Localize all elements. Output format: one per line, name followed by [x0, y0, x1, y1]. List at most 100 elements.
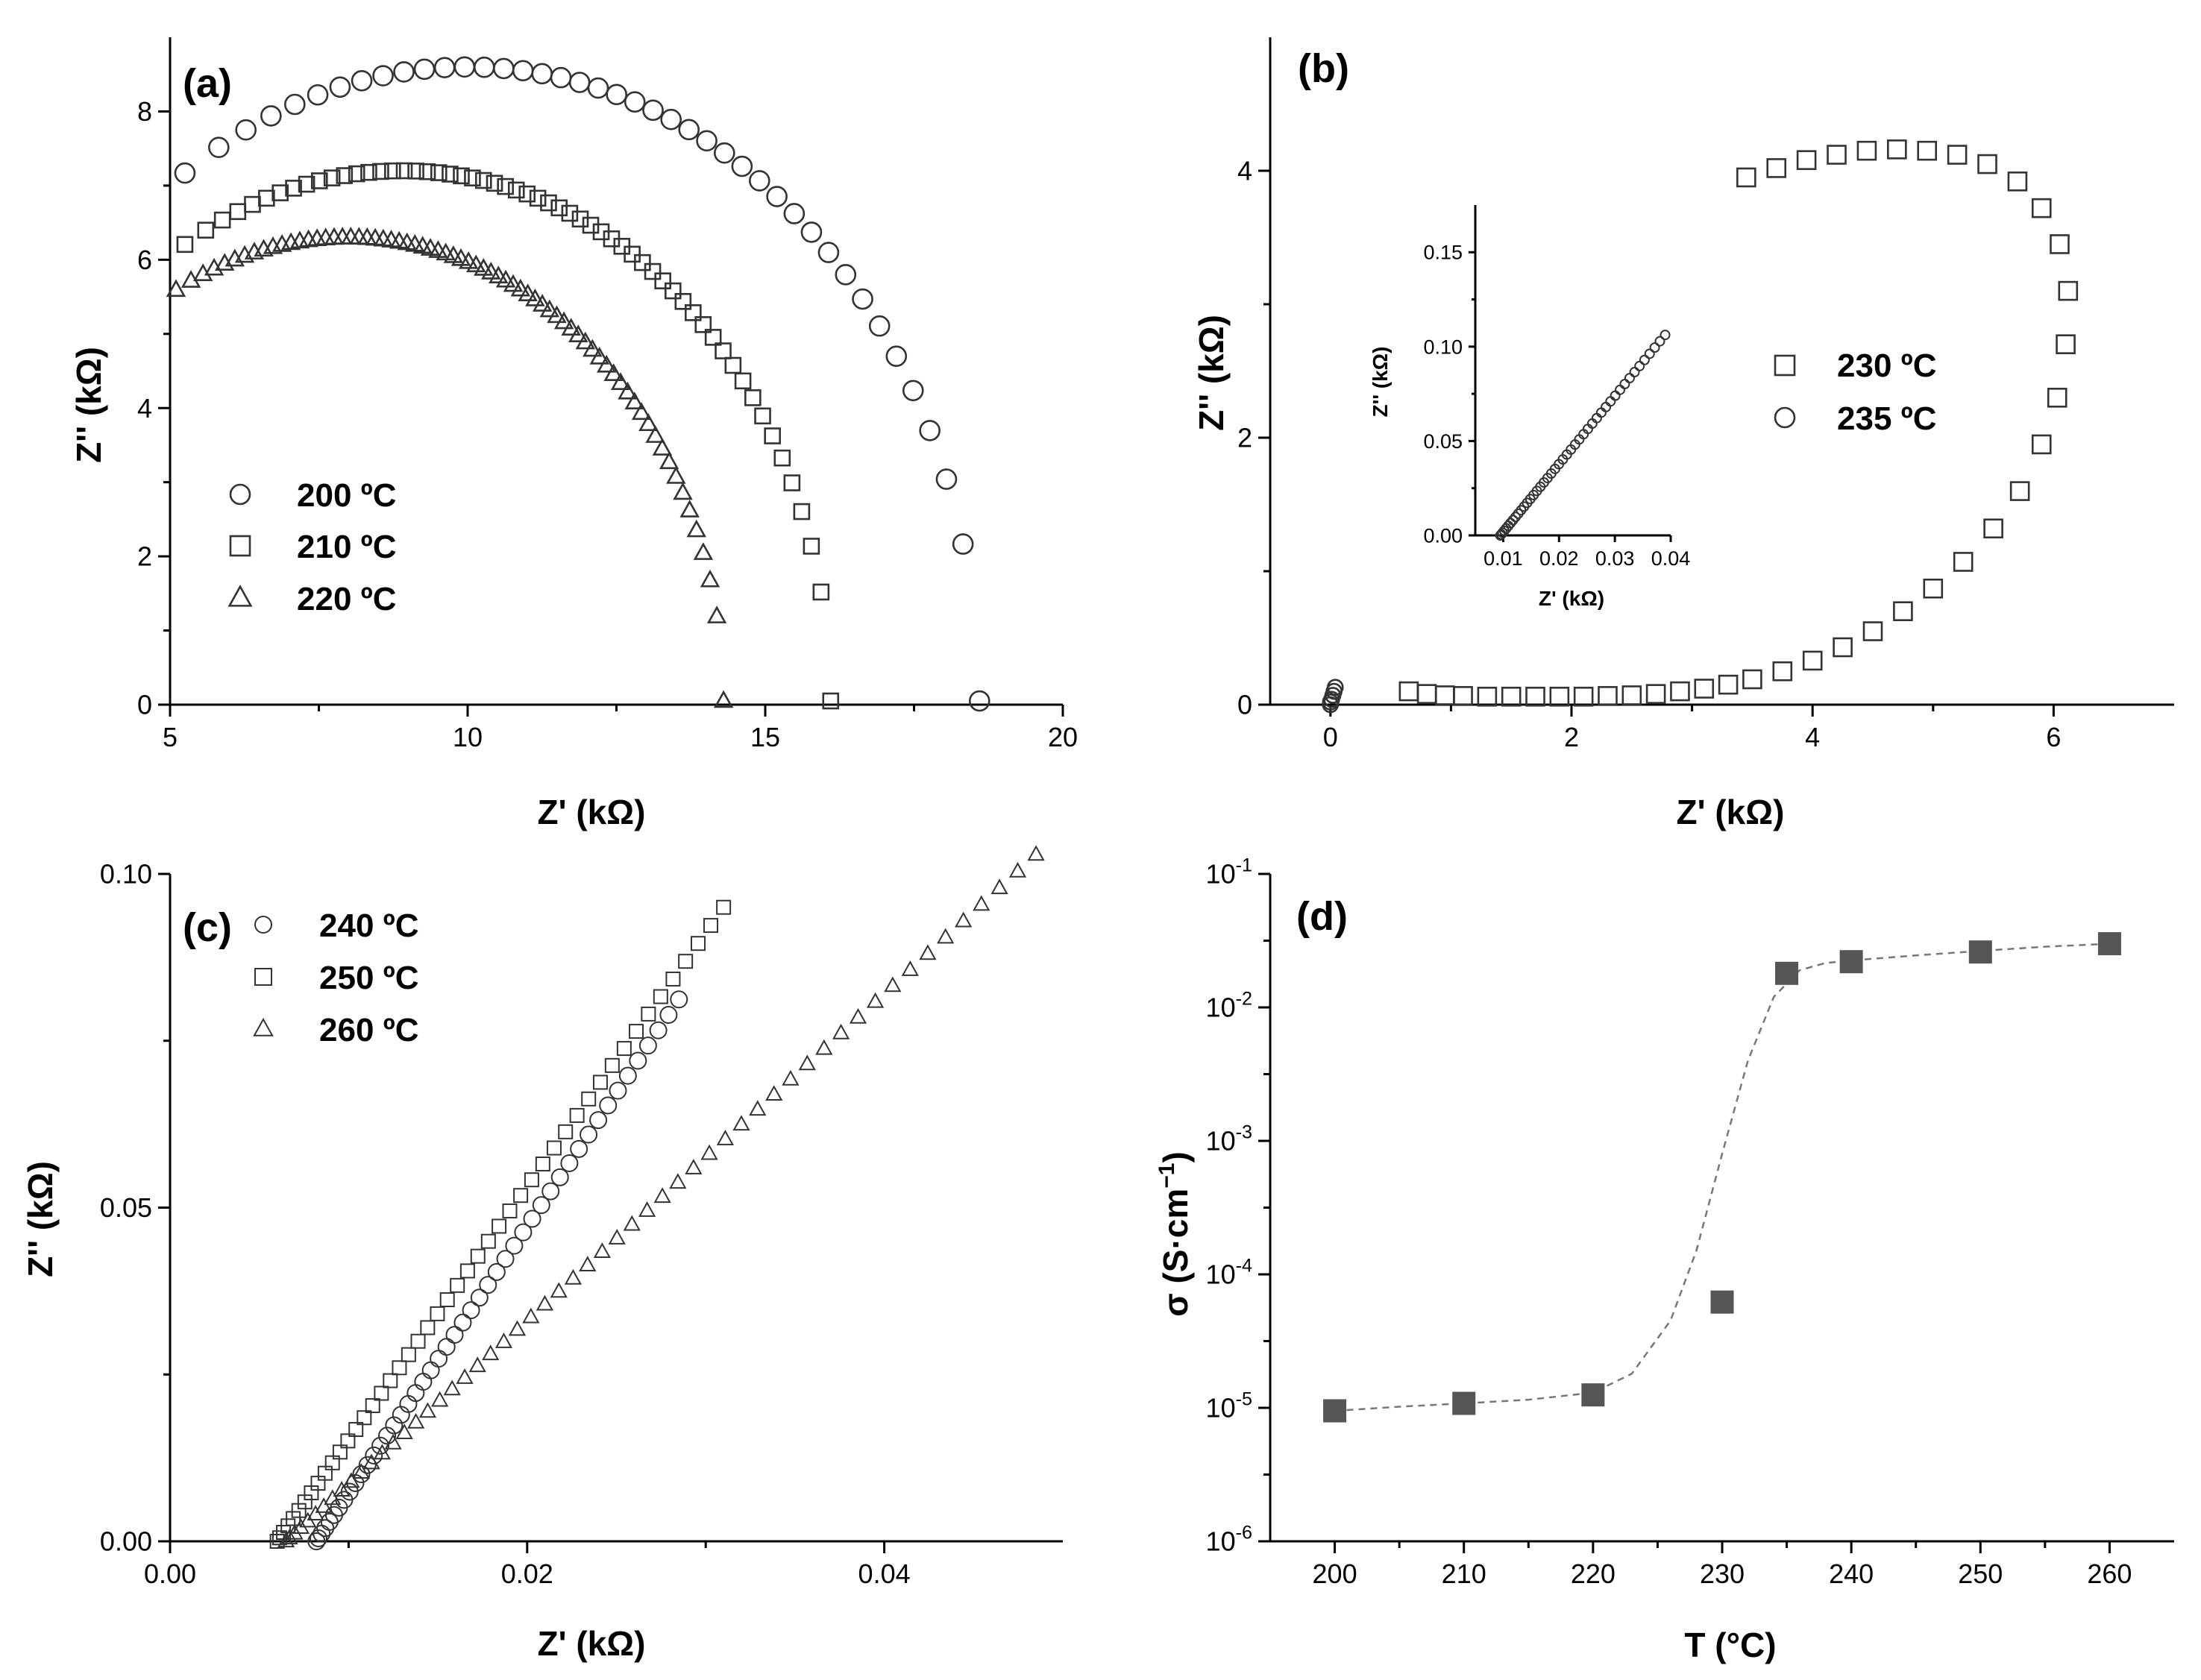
data-point	[583, 339, 603, 357]
legend-label-235: 235 ºC	[1837, 400, 1936, 437]
data-point	[1833, 637, 1853, 658]
legend-marker-230	[1774, 354, 1796, 377]
data-point	[418, 163, 436, 180]
panel-c-points	[269, 845, 1045, 1550]
data-point	[385, 1416, 404, 1435]
panel-b-axes: 0 2 4 6 0 2 4	[1237, 37, 2174, 752]
data-point	[580, 1125, 598, 1144]
data-point	[634, 254, 651, 271]
panel-d-xlabel: T (°C)	[1684, 1626, 1776, 1664]
data-point	[579, 1256, 597, 1272]
data-point	[1977, 154, 1997, 174]
data-point	[1027, 845, 1045, 861]
data-point	[968, 690, 990, 712]
data-point	[470, 1289, 489, 1307]
data-point	[324, 1489, 342, 1506]
data-point	[298, 175, 315, 193]
data-point	[990, 878, 1008, 895]
data-point	[1549, 686, 1570, 707]
panel-d-label: (d)	[1296, 894, 1348, 939]
panel-d-ylabel: σ (S·cm−1)	[1155, 1151, 1195, 1317]
data-point	[480, 1233, 496, 1249]
data-point	[734, 372, 752, 390]
data-point	[589, 346, 610, 365]
data-point	[618, 1066, 637, 1085]
data-point	[571, 210, 589, 228]
data-point	[1766, 158, 1787, 178]
y-tick-label: 4	[137, 393, 152, 424]
data-point	[470, 1248, 486, 1264]
data-point	[1893, 601, 1913, 622]
x-tick-label: 0.00	[144, 1558, 196, 1589]
data-point	[492, 1218, 507, 1234]
data-point	[691, 936, 706, 951]
x-tick-label: 10	[453, 722, 483, 752]
data-point	[2097, 932, 2121, 956]
panel-d: 200 210 220 230 240 250 260 10-6 10-5 10-4 10-3 10-…	[1155, 855, 2174, 1664]
data-point	[358, 1456, 377, 1474]
data-point	[817, 242, 840, 263]
y-tick-label: 0	[1237, 690, 1252, 720]
panel-a: 5 10 15 20 0 2 4 6 8 (a) Z' (kΩ) Z'' (kΩ) 200 ºC…	[69, 37, 1078, 831]
x-tick-label: 0.01	[1483, 547, 1523, 570]
data-point	[561, 204, 579, 222]
data-point	[1839, 950, 1863, 974]
data-point	[284, 93, 306, 116]
data-point	[450, 1277, 465, 1293]
y-tick-label: 4	[1237, 156, 1252, 186]
legend-label-220: 220 ºC	[297, 581, 396, 617]
data-point	[694, 316, 712, 333]
data-point	[235, 119, 257, 141]
data-point	[732, 1115, 750, 1131]
data-point	[494, 1333, 513, 1348]
data-point	[773, 449, 791, 467]
data-point	[333, 1481, 351, 1497]
x-tick-label: 220	[1571, 1558, 1616, 1589]
data-point	[937, 928, 955, 944]
data-point	[176, 236, 194, 254]
data-point	[1501, 686, 1522, 707]
x-tick-label: 4	[1805, 722, 1820, 752]
data-point	[286, 1523, 304, 1540]
panel-d-fit	[1334, 943, 2110, 1412]
panel-a-label: (a)	[183, 61, 232, 106]
data-point	[568, 324, 588, 342]
data-point	[644, 262, 662, 280]
panel-a-points	[166, 56, 990, 712]
data-point	[1649, 342, 1660, 353]
data-point	[474, 172, 492, 189]
data-point	[638, 413, 659, 432]
data-point	[603, 363, 624, 381]
data-point	[1917, 140, 1938, 161]
y-tick-label: 0	[137, 690, 152, 720]
data-point	[623, 1215, 641, 1231]
data-point	[765, 1085, 783, 1101]
data-point	[474, 258, 494, 276]
data-point	[536, 1294, 554, 1311]
data-point	[652, 438, 673, 456]
data-point	[1710, 1290, 1734, 1314]
legend-marker-symbol	[254, 916, 272, 934]
data-point	[550, 199, 568, 217]
data-point	[919, 420, 941, 441]
data-point	[629, 1051, 647, 1070]
data-point	[393, 61, 415, 83]
data-point	[713, 690, 734, 708]
data-point	[541, 1182, 560, 1201]
x-tick-label: 250	[1958, 1558, 2003, 1589]
data-point	[581, 1091, 597, 1107]
data-point	[696, 130, 718, 152]
panel-b-points	[1322, 139, 2079, 714]
x-tick-label: 0.04	[858, 1558, 911, 1589]
data-point	[575, 331, 596, 350]
data-point	[315, 1497, 333, 1513]
x-tick-label: 210	[1442, 1558, 1486, 1589]
data-point	[336, 167, 354, 184]
data-point	[560, 1154, 579, 1172]
data-point	[307, 1505, 324, 1521]
data-point	[885, 345, 908, 368]
data-point	[371, 1436, 390, 1455]
data-point	[749, 1100, 767, 1116]
data-point	[407, 1412, 425, 1429]
data-point	[374, 1385, 389, 1401]
